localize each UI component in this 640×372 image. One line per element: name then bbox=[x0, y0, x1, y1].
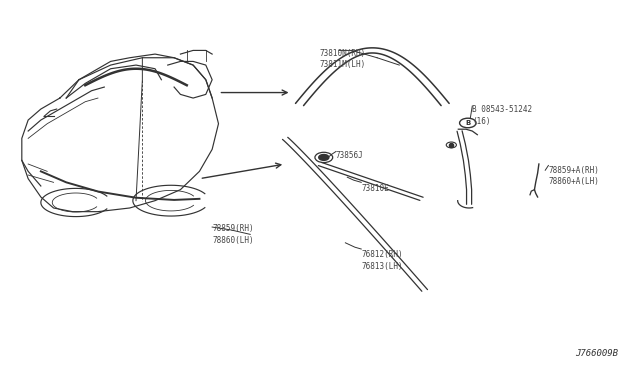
Text: 73810E: 73810E bbox=[361, 184, 389, 193]
Text: 76812(RH)
76813(LH): 76812(RH) 76813(LH) bbox=[361, 250, 403, 270]
Text: 78859+A(RH)
78860+A(LH): 78859+A(RH) 78860+A(LH) bbox=[548, 166, 599, 186]
Text: 73810N(RH)
73811M(LH): 73810N(RH) 73811M(LH) bbox=[320, 49, 366, 69]
Text: 73856J: 73856J bbox=[336, 151, 364, 160]
Text: 78859(RH)
78860(LH): 78859(RH) 78860(LH) bbox=[212, 224, 254, 245]
Text: B 08543-51242
(16): B 08543-51242 (16) bbox=[472, 105, 532, 126]
Text: B: B bbox=[465, 120, 470, 126]
Text: J766009B: J766009B bbox=[575, 349, 618, 358]
Circle shape bbox=[319, 154, 329, 160]
